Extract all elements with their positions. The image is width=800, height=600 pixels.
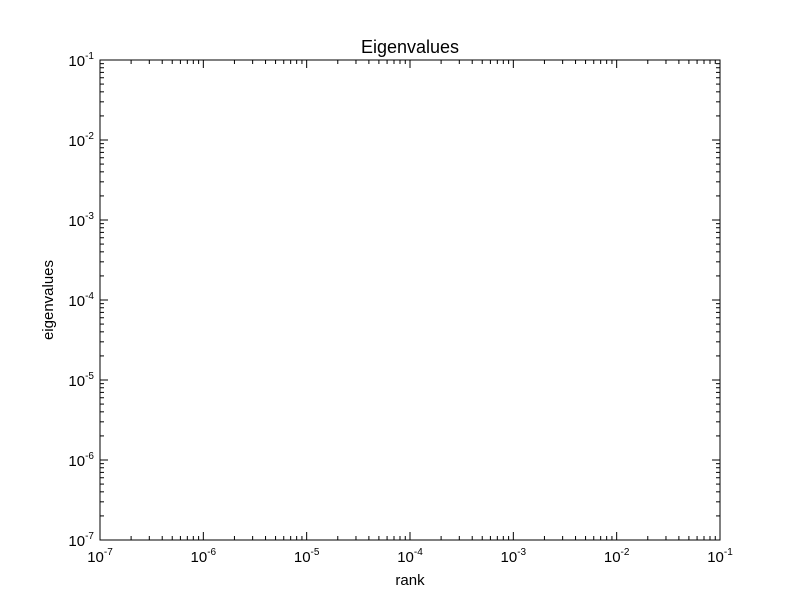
x-tick-label-exponent: -2	[621, 547, 630, 558]
x-tick-label-base: 10	[191, 549, 208, 566]
y-tick-labels: 10-710-610-510-410-310-210-1	[68, 51, 94, 550]
y-tick-label-exponent: -3	[85, 211, 94, 222]
x-tick-label: 10-1	[707, 547, 733, 566]
x-tick-label-base: 10	[501, 549, 518, 566]
chart-title: Eigenvalues	[361, 37, 459, 57]
y-tick-label-exponent: -1	[85, 51, 94, 62]
y-tick-label-exponent: -7	[85, 531, 94, 542]
x-tick-label: 10-5	[294, 547, 320, 566]
y-tick-label: 10-7	[68, 531, 94, 550]
x-tick-label-exponent: -3	[517, 547, 526, 558]
y-tick-label-exponent: -2	[85, 131, 94, 142]
y-tick-label-exponent: -6	[85, 451, 94, 462]
x-tick-label-exponent: -1	[724, 547, 733, 558]
x-tick-labels: 10-7 10-6 10-5 10-4 10-3 10-2 10-1	[87, 547, 733, 566]
x-tick-label-base: 10	[604, 549, 621, 566]
y-tick-label-base: 10	[68, 133, 85, 150]
axis-ticks	[99, 59, 721, 541]
x-tick-label-base: 10	[294, 549, 311, 566]
x-tick-label: 10-7	[87, 547, 113, 566]
y-tick-label: 10-5	[68, 371, 94, 390]
y-tick-label-base: 10	[68, 373, 85, 390]
y-tick-label-base: 10	[68, 533, 85, 550]
y-tick-label-base: 10	[68, 53, 85, 70]
y-tick-label: 10-4	[68, 291, 94, 310]
x-tick-label-exponent: -4	[414, 547, 423, 558]
plot-area	[99, 59, 721, 541]
y-tick-label-base: 10	[68, 453, 85, 470]
x-tick-label-exponent: -6	[207, 547, 216, 558]
y-tick-label-base: 10	[68, 213, 85, 230]
y-tick-label: 10-2	[68, 131, 94, 150]
x-tick-label-base: 10	[87, 549, 104, 566]
y-tick-label-exponent: -5	[85, 371, 94, 382]
y-tick-label: 10-3	[68, 211, 94, 230]
y-tick-label-base: 10	[68, 293, 85, 310]
x-tick-label-base: 10	[397, 549, 414, 566]
y-tick-label: 10-1	[68, 51, 94, 70]
y-axis-label: eigenvalues	[40, 260, 57, 340]
x-tick-label-base: 10	[707, 549, 724, 566]
y-tick-label: 10-6	[68, 451, 94, 470]
x-tick-label: 10-3	[501, 547, 527, 566]
x-tick-label-exponent: -5	[311, 547, 320, 558]
x-tick-label: 10-4	[397, 547, 423, 566]
x-tick-label-exponent: -7	[104, 547, 113, 558]
x-axis-label: rank	[395, 572, 425, 589]
x-tick-label: 10-6	[191, 547, 217, 566]
x-tick-label: 10-2	[604, 547, 630, 566]
y-tick-label-exponent: -4	[85, 291, 94, 302]
